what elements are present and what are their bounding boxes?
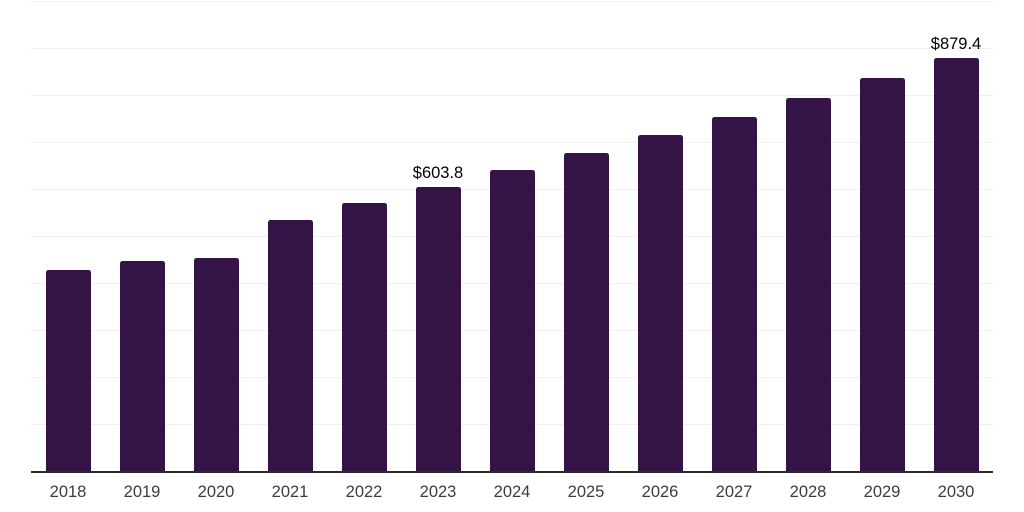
bar-column-2020 (179, 1, 253, 471)
gridline-900 (31, 48, 993, 49)
x-tick-2019: 2019 (123, 483, 161, 501)
x-tick-2029: 2029 (863, 483, 901, 501)
bar-column-2029 (845, 1, 919, 471)
gridline-700 (31, 142, 993, 143)
bar-column-2023: $603.8 (401, 1, 475, 471)
x-tick-2023: 2023 (419, 483, 457, 501)
x-tick-2026: 2026 (641, 483, 679, 501)
bar-column-2025 (549, 1, 623, 471)
bar-2024 (489, 170, 535, 471)
x-tick-2018: 2018 (49, 483, 87, 501)
bar-2026 (637, 134, 683, 471)
x-tick-2027: 2027 (715, 483, 753, 501)
bars-row: $603.8 $879.4 (31, 1, 993, 471)
x-tick-2020: 2020 (197, 483, 235, 501)
bar-column-2021 (253, 1, 327, 471)
bar-2023 (415, 187, 461, 471)
bar-column-2018 (31, 1, 105, 471)
bar-2021 (267, 220, 313, 471)
gridline-1000 (31, 1, 993, 2)
bar-2018 (45, 269, 91, 471)
x-tick-2021: 2021 (271, 483, 309, 501)
bar-2022 (341, 203, 387, 471)
gridline-800 (31, 95, 993, 96)
bar-column-2026 (623, 1, 697, 471)
x-tick-2022: 2022 (345, 483, 383, 501)
plot-area: $603.8 $879.4 (31, 1, 993, 473)
bar-value-label-2023: $603.8 (412, 164, 464, 183)
x-axis-labels: 2018 2019 2020 2021 2022 2023 2024 2025 2026 2027… (31, 483, 993, 501)
bar-2030 (933, 57, 979, 471)
bar-2028 (785, 97, 831, 471)
bar-column-2027 (697, 1, 771, 471)
x-tick-2024: 2024 (493, 483, 531, 501)
bar-column-2019 (105, 1, 179, 471)
bar-column-2024 (475, 1, 549, 471)
bar-2025 (563, 152, 609, 471)
bar-2029 (859, 78, 905, 471)
bar-2020 (193, 258, 239, 471)
x-tick-2028: 2028 (789, 483, 827, 501)
bar-2027 (711, 117, 757, 471)
x-tick-2025: 2025 (567, 483, 605, 501)
bar-2019 (119, 260, 165, 471)
bar-value-label-2030: $879.4 (930, 34, 982, 53)
bar-column-2028 (771, 1, 845, 471)
x-tick-2030: 2030 (937, 483, 975, 501)
bar-column-2022 (327, 1, 401, 471)
bar-column-2030: $879.4 (919, 1, 993, 471)
